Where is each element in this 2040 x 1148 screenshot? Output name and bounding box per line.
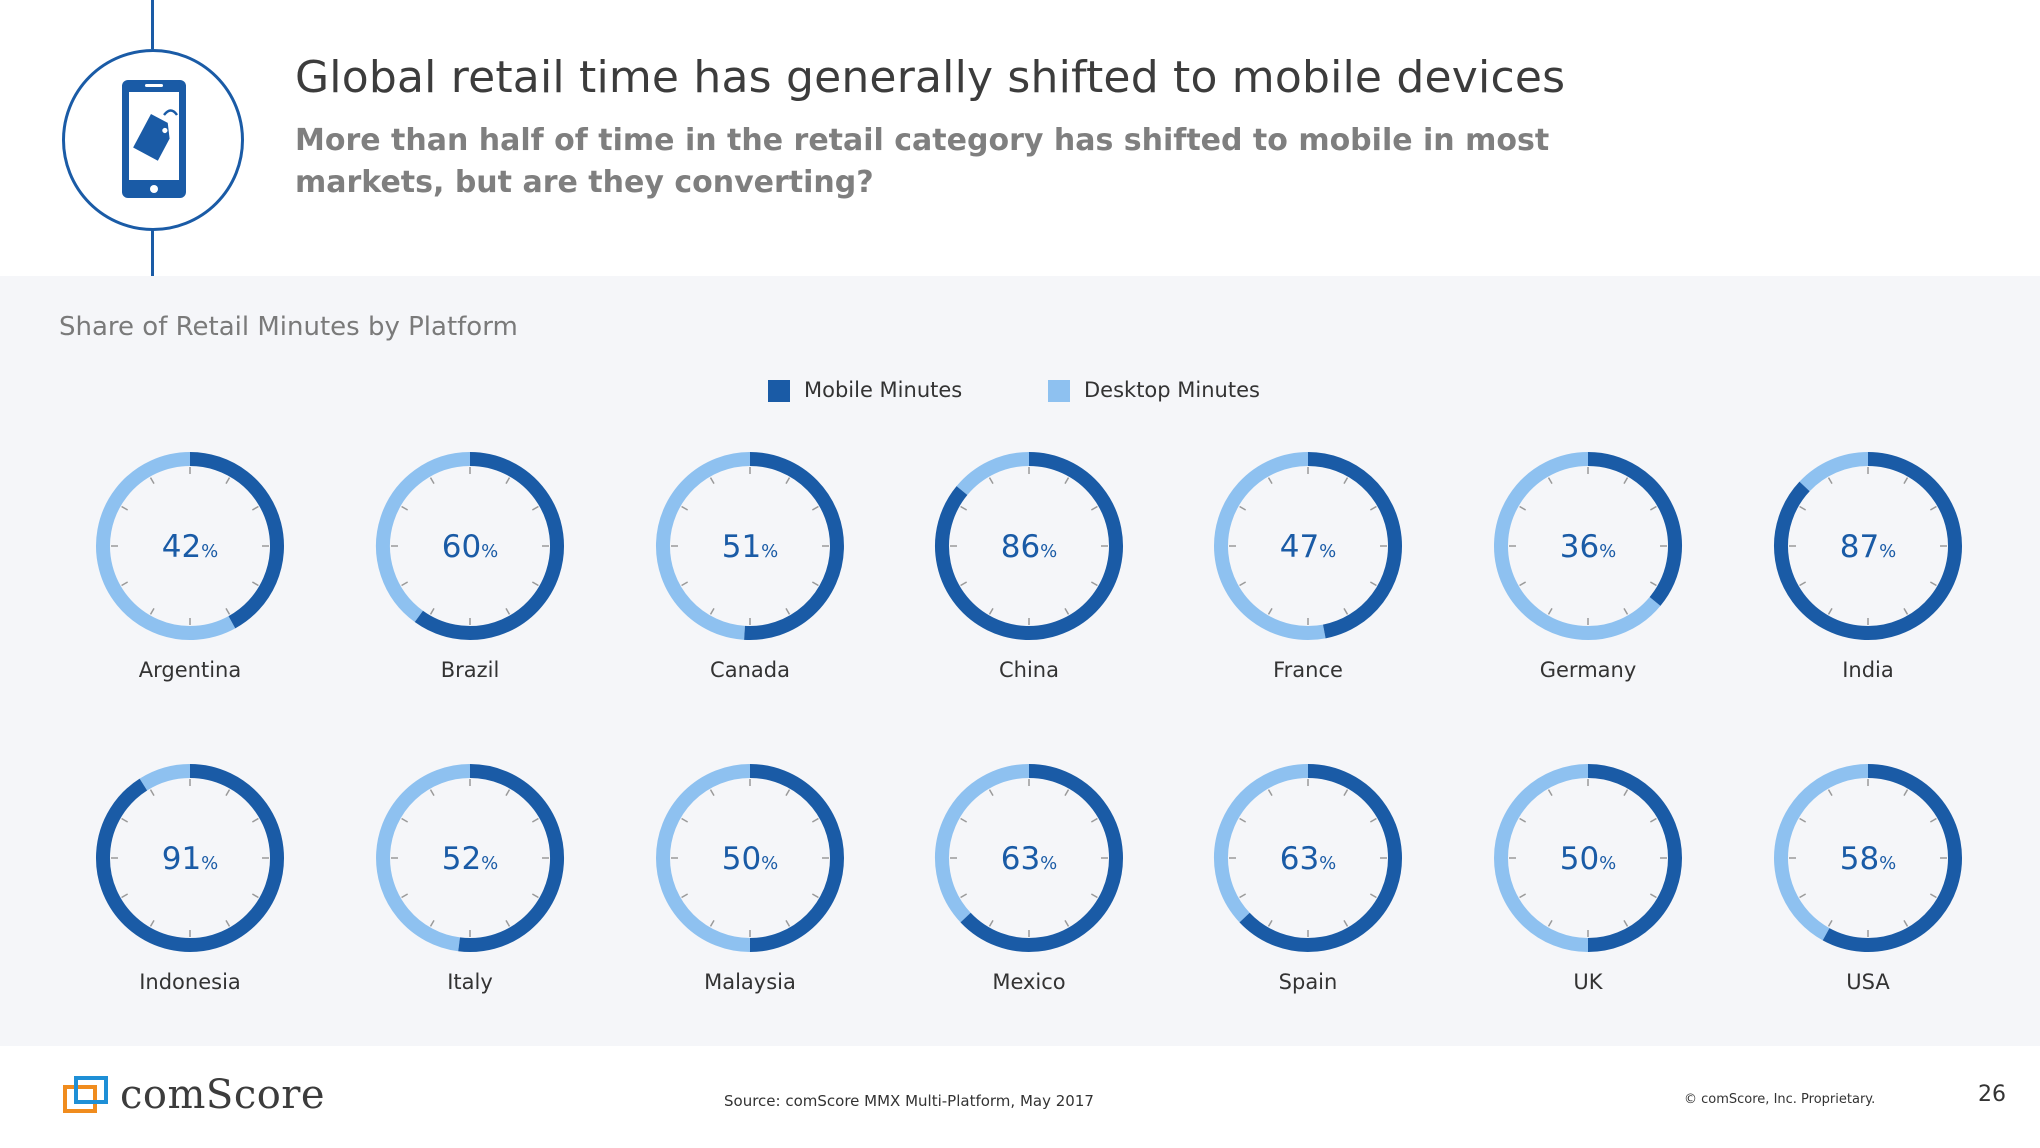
legend-swatch-desktop [1048,380,1070,402]
header-connector-line-top [151,0,154,49]
country-label-france: France [1273,658,1343,682]
country-label-germany: Germany [1539,658,1637,682]
country-label-spain: Spain [1278,970,1338,994]
source-note: Source: comScore MMX Multi-Platform, May… [724,1092,1094,1110]
country-label-brazil: Brazil [440,658,500,682]
mobile-shopping-tag-icon [122,80,186,198]
country-label-india: India [1842,658,1894,682]
country-label-argentina: Argentina [138,658,242,682]
header-icon-circle [62,49,244,231]
country-label-indonesia: Indonesia [139,970,241,994]
legend-swatch-mobile [768,380,790,402]
country-label-usa: USA [1846,970,1890,994]
page-title: Global retail time has generally shifted… [295,52,1566,103]
brand-name: comScore [120,1072,326,1118]
page-number: 26 [1978,1082,2006,1107]
copyright-note: © comScore, Inc. Proprietary. [1684,1092,1876,1107]
country-label-uk: UK [1573,970,1603,994]
header-connector-line-bottom [151,227,154,277]
legend-label-mobile: Mobile Minutes [804,378,963,402]
country-label-mexico: Mexico [992,970,1066,994]
comscore-logo-icon [63,1076,108,1113]
page-subtitle: More than half of time in the retail cat… [295,123,1550,200]
country-label-malaysia: Malaysia [704,970,796,994]
chart-title: Share of Retail Minutes by Platform [59,312,518,342]
legend-label-desktop: Desktop Minutes [1084,378,1260,402]
country-label-italy: Italy [447,970,493,994]
country-label-china: China [999,658,1059,682]
country-label-canada: Canada [710,658,790,682]
